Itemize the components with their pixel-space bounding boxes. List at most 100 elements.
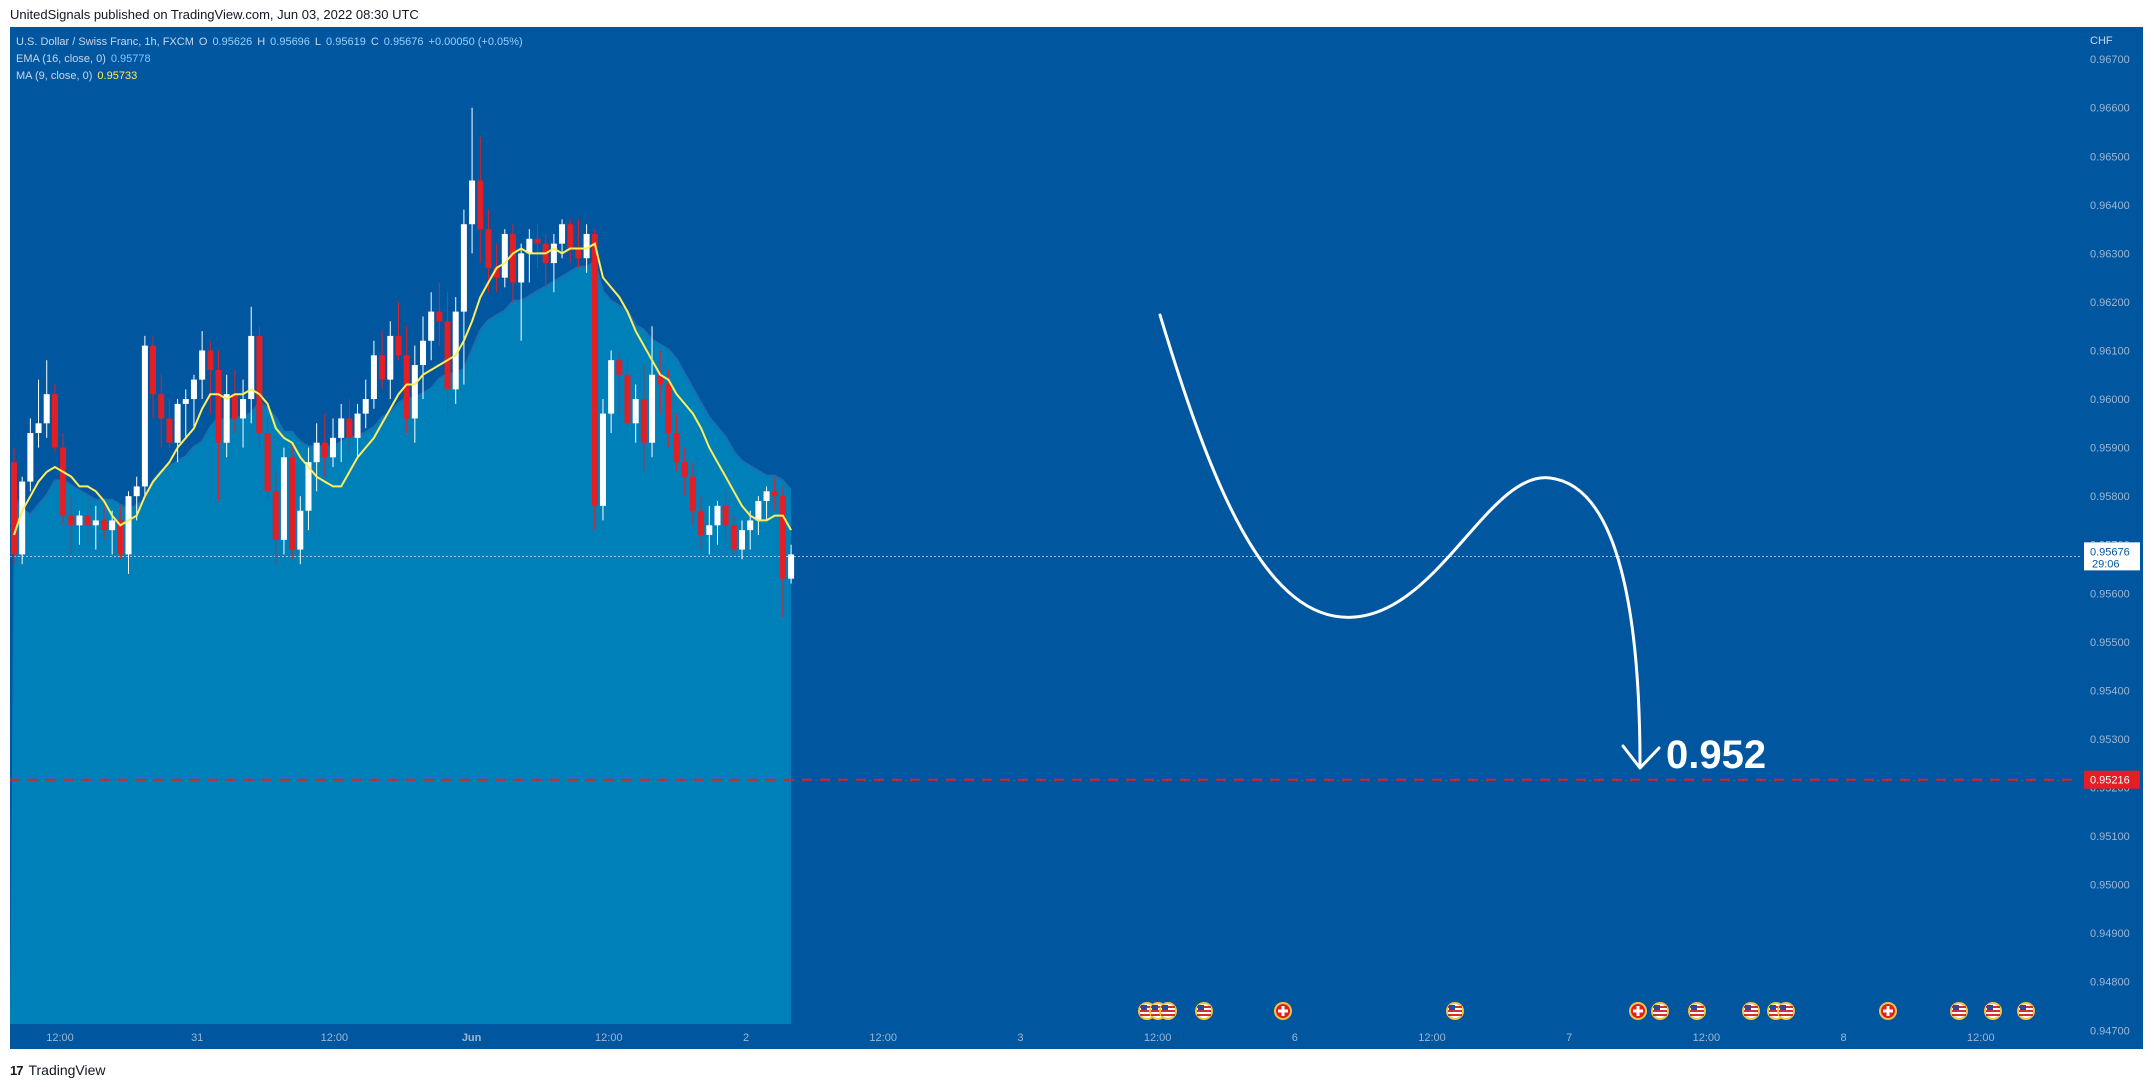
candle[interactable] — [199, 331, 206, 400]
candle[interactable] — [182, 389, 189, 438]
candle[interactable] — [550, 233, 557, 293]
candle[interactable] — [420, 316, 426, 400]
candle[interactable] — [518, 243, 525, 341]
candle[interactable] — [575, 219, 582, 268]
candle[interactable] — [763, 486, 770, 521]
swiss-flag-event-icon[interactable] — [1629, 1002, 1647, 1020]
candle[interactable] — [27, 418, 34, 492]
candle[interactable] — [395, 301, 402, 361]
candle[interactable] — [125, 491, 132, 574]
candle[interactable] — [779, 486, 786, 618]
candle[interactable] — [338, 403, 345, 463]
candle[interactable] — [264, 418, 271, 502]
candle[interactable] — [84, 496, 91, 545]
us-flag-event-icon[interactable] — [1688, 1002, 1706, 1020]
candle[interactable] — [649, 326, 656, 458]
candle[interactable] — [362, 379, 369, 429]
candle[interactable] — [739, 520, 746, 560]
projection-arrow-path[interactable] — [1158, 313, 1642, 767]
us-flag-event-icon[interactable] — [1950, 1002, 1968, 1020]
legend-ema-row[interactable]: EMA (16, close, 0) 0.95778 — [16, 51, 523, 68]
us-flag-event-icon[interactable] — [1742, 1002, 1760, 1020]
candle[interactable] — [248, 306, 255, 424]
candle[interactable] — [231, 369, 238, 434]
candle[interactable] — [289, 442, 296, 560]
candle[interactable] — [256, 326, 263, 448]
candle[interactable] — [509, 224, 516, 302]
candle[interactable] — [460, 209, 467, 385]
candle[interactable] — [117, 505, 124, 560]
us-flag-event-icon[interactable] — [1651, 1002, 1669, 1020]
candle[interactable] — [747, 510, 754, 550]
candle[interactable] — [771, 476, 778, 511]
candle[interactable] — [559, 219, 566, 259]
candle[interactable] — [207, 340, 214, 414]
candle[interactable] — [657, 350, 664, 414]
us-flag-event-icon[interactable] — [1984, 1002, 2002, 1020]
candle[interactable] — [272, 471, 279, 565]
candle[interactable] — [608, 350, 615, 434]
us-flag-event-icon[interactable] — [1446, 1002, 1464, 1020]
footer-branding[interactable]: 17 TradingView — [10, 1060, 106, 1080]
candle[interactable] — [280, 447, 287, 555]
candle[interactable] — [158, 374, 165, 448]
candle[interactable] — [469, 107, 476, 254]
candle[interactable] — [379, 331, 386, 390]
candle[interactable] — [346, 399, 353, 453]
candle[interactable] — [150, 335, 157, 419]
candle[interactable] — [698, 496, 705, 550]
candle[interactable] — [428, 292, 435, 361]
candle[interactable] — [92, 505, 99, 550]
candle[interactable] — [305, 447, 312, 531]
candle[interactable] — [730, 515, 737, 555]
us-flag-event-icon[interactable] — [2017, 1002, 2035, 1020]
candle[interactable] — [297, 496, 304, 565]
candle[interactable] — [526, 229, 533, 283]
candle[interactable] — [11, 447, 17, 565]
candle[interactable] — [755, 496, 762, 535]
candle[interactable] — [354, 403, 361, 458]
candle[interactable] — [616, 350, 623, 414]
candle[interactable] — [330, 418, 337, 468]
candle[interactable] — [387, 321, 394, 400]
candle[interactable] — [591, 229, 598, 531]
candle[interactable] — [706, 505, 713, 555]
candle[interactable] — [223, 374, 230, 458]
us-flag-event-icon[interactable] — [1159, 1002, 1177, 1020]
candle[interactable] — [599, 399, 606, 521]
candle[interactable] — [240, 379, 247, 448]
candle[interactable] — [76, 510, 83, 545]
candle[interactable] — [100, 501, 107, 540]
candle[interactable] — [632, 384, 639, 443]
us-flag-event-icon[interactable] — [1777, 1002, 1795, 1020]
candle[interactable] — [215, 350, 222, 502]
candle[interactable] — [60, 433, 67, 526]
candle[interactable] — [321, 413, 328, 477]
candle[interactable] — [673, 413, 680, 472]
candle[interactable] — [313, 423, 320, 492]
swiss-flag-event-icon[interactable] — [1879, 1002, 1897, 1020]
candle[interactable] — [166, 399, 173, 448]
us-flag-event-icon[interactable] — [1195, 1002, 1213, 1020]
candle[interactable] — [370, 340, 377, 409]
candle[interactable] — [174, 399, 181, 463]
candle[interactable] — [689, 462, 696, 526]
candle[interactable] — [640, 365, 647, 472]
candle[interactable] — [485, 209, 492, 293]
candle[interactable] — [452, 297, 459, 404]
candle[interactable] — [788, 544, 795, 584]
candle[interactable] — [534, 224, 541, 268]
price-chart[interactable]: 0.952 CHF 0.96700 0.96600 0.96500 0.96400 0.9… — [0, 0, 2154, 1060]
candle[interactable] — [51, 384, 58, 453]
candle[interactable] — [714, 501, 721, 545]
candle[interactable] — [681, 447, 688, 497]
candle[interactable] — [43, 360, 50, 438]
target-annotation-text[interactable]: 0.952 — [1666, 733, 1766, 777]
candle[interactable] — [436, 282, 443, 346]
candle[interactable] — [444, 292, 451, 414]
candle[interactable] — [19, 476, 26, 565]
candle[interactable] — [501, 229, 508, 288]
candle[interactable] — [68, 496, 75, 555]
candle[interactable] — [624, 355, 631, 434]
candle[interactable] — [665, 369, 672, 448]
